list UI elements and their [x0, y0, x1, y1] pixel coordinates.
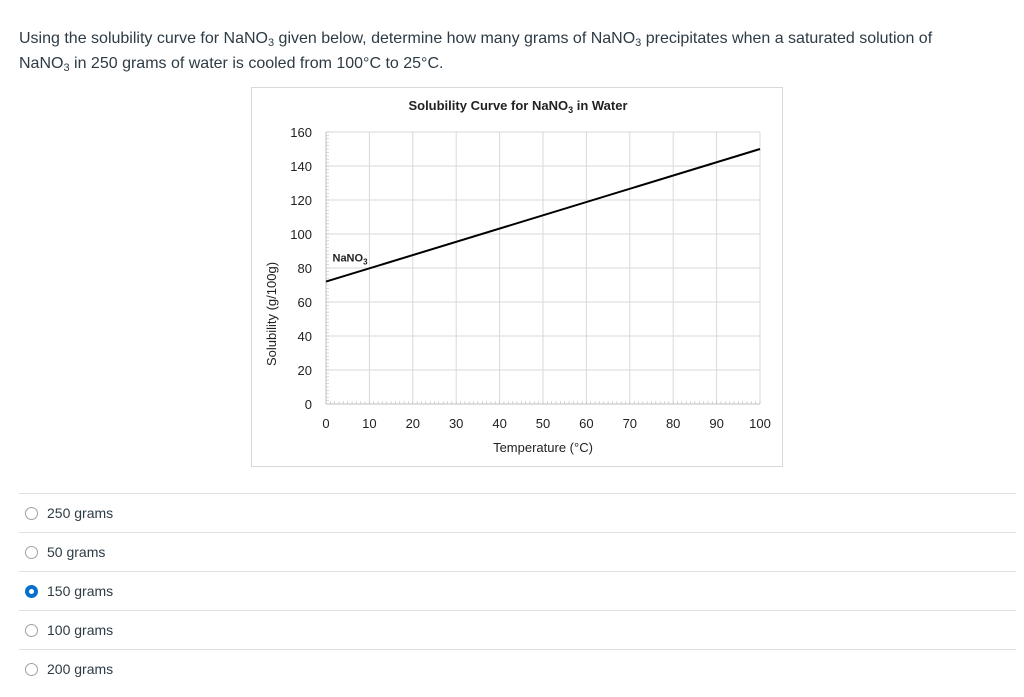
x-tick-label: 10	[362, 416, 376, 431]
question-subscript-2: 3	[635, 37, 642, 49]
answer-label: 50 grams	[47, 544, 106, 560]
radio-button[interactable]	[25, 545, 38, 559]
answer-option-2[interactable]: 150 grams	[19, 571, 1016, 610]
question-part-2: given below, determine how many grams of…	[274, 30, 636, 47]
series-label: NaNO3	[333, 253, 369, 267]
question-part-3: precipitates when a saturated solution o…	[19, 30, 933, 72]
x-tick-label: 90	[709, 416, 723, 431]
tick-labels: 0 20 40 60 80 100 120 140 160 0 10 20 30 40 50 60 70 80 90…	[290, 125, 771, 431]
answer-option-4[interactable]: 200 grams	[19, 649, 1016, 688]
question-part-1: Using the solubility curve for NaNO	[19, 30, 268, 47]
question-subscript-3: 3	[63, 62, 70, 74]
y-tick-label: 0	[305, 397, 312, 412]
radio-button[interactable]	[25, 506, 38, 520]
x-tick-label: 60	[579, 416, 593, 431]
y-tick-label: 100	[290, 227, 312, 242]
grid-lines	[325, 131, 761, 405]
question-subscript-1: 3	[267, 37, 275, 49]
chart-title: Solubility Curve for NaNO3 in Water	[408, 98, 627, 115]
radio-button[interactable]	[25, 584, 38, 598]
axes	[325, 131, 761, 405]
answer-option-0[interactable]: 250 grams	[19, 493, 1016, 532]
radio-button[interactable]	[25, 662, 38, 676]
answer-label: 200 grams	[47, 661, 114, 677]
x-axis-label: Temperature (°C)	[493, 440, 593, 455]
answer-option-1[interactable]: 50 grams	[19, 532, 1016, 571]
answer-label: 250 grams	[47, 505, 114, 521]
x-tick-label: 70	[623, 416, 637, 431]
y-axis-label: Solubility (g/100g)	[264, 262, 279, 366]
answer-option-3[interactable]: 100 grams	[19, 610, 1016, 649]
y-tick-label: 140	[290, 159, 312, 174]
y-tick-label: 120	[290, 193, 312, 208]
series-line-nano3	[325, 148, 761, 283]
x-tick-label: 80	[666, 416, 680, 431]
y-tick-label: 80	[298, 261, 312, 276]
radio-button[interactable]	[25, 623, 38, 637]
x-tick-label: 50	[536, 416, 550, 431]
question-text: Using the solubility curve for NaNO3 giv…	[19, 26, 979, 76]
answer-list: 250 grams 50 grams 150 grams 100 grams 2…	[19, 493, 1016, 688]
series-layer: NaNO3	[325, 148, 761, 283]
solubility-chart: Solubility Curve for NaNO3 in Water 0 20 4…	[251, 87, 783, 467]
answer-label: 150 grams	[47, 583, 114, 599]
x-tick-label: 20	[406, 416, 420, 431]
question-part-4: in 250 grams of water is cooled from 100…	[69, 55, 444, 72]
chart-svg: Solubility Curve for NaNO3 in Water 0 20 4…	[264, 98, 771, 455]
y-tick-label: 160	[290, 125, 312, 140]
x-tick-label: 40	[492, 416, 506, 431]
x-tick-label: 0	[322, 416, 329, 431]
y-tick-label: 60	[298, 295, 312, 310]
x-tick-label: 100	[749, 416, 771, 431]
y-tick-label: 40	[298, 329, 312, 344]
y-tick-label: 20	[298, 363, 312, 378]
answer-label: 100 grams	[47, 622, 114, 638]
x-tick-label: 30	[449, 416, 463, 431]
